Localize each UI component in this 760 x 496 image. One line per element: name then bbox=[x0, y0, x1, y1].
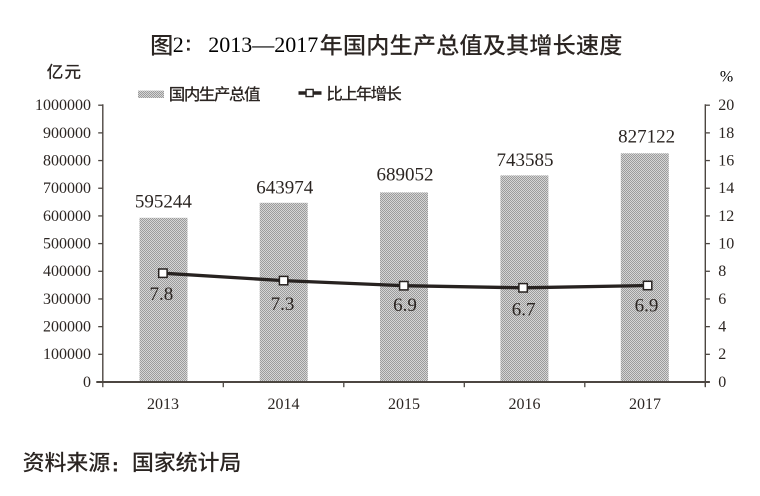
svg-text:18: 18 bbox=[718, 125, 734, 142]
svg-text:20: 20 bbox=[718, 97, 734, 114]
svg-text:7.8: 7.8 bbox=[150, 284, 174, 305]
svg-text:643974: 643974 bbox=[256, 178, 314, 199]
svg-text:6.9: 6.9 bbox=[635, 296, 659, 317]
svg-text:2013: 2013 bbox=[147, 396, 179, 413]
svg-text:4: 4 bbox=[718, 319, 726, 336]
svg-text:200000: 200000 bbox=[43, 319, 91, 336]
svg-text:14: 14 bbox=[718, 180, 734, 197]
svg-text:%: % bbox=[720, 68, 733, 85]
svg-text:2015: 2015 bbox=[388, 396, 420, 413]
svg-text:689052: 689052 bbox=[377, 164, 434, 185]
svg-text:7.3: 7.3 bbox=[271, 294, 295, 315]
svg-text:6.9: 6.9 bbox=[393, 295, 417, 316]
svg-text:2014: 2014 bbox=[268, 396, 300, 413]
svg-text:0: 0 bbox=[83, 374, 91, 391]
svg-text:2: 2 bbox=[173, 32, 184, 57]
svg-text:700000: 700000 bbox=[43, 180, 91, 197]
svg-text:827122: 827122 bbox=[618, 127, 675, 148]
svg-text:6: 6 bbox=[718, 291, 726, 308]
svg-text:595244: 595244 bbox=[135, 192, 193, 213]
svg-text:600000: 600000 bbox=[43, 208, 91, 225]
svg-text:800000: 800000 bbox=[43, 152, 91, 169]
svg-text:12: 12 bbox=[718, 208, 734, 225]
svg-text:8: 8 bbox=[718, 263, 726, 280]
svg-text:743585: 743585 bbox=[497, 150, 554, 171]
svg-text:10: 10 bbox=[718, 236, 734, 253]
svg-text:500000: 500000 bbox=[43, 236, 91, 253]
svg-text:16: 16 bbox=[718, 152, 734, 169]
svg-text:2017: 2017 bbox=[629, 396, 661, 413]
svg-text:400000: 400000 bbox=[43, 263, 91, 280]
svg-text:1000000: 1000000 bbox=[35, 97, 91, 114]
svg-text:100000: 100000 bbox=[43, 346, 91, 363]
svg-text:2013—2017: 2013—2017 bbox=[208, 32, 318, 57]
svg-text:6.7: 6.7 bbox=[512, 299, 536, 320]
svg-text:2016: 2016 bbox=[509, 396, 541, 413]
svg-text:900000: 900000 bbox=[43, 125, 91, 142]
svg-text:2: 2 bbox=[718, 346, 726, 363]
svg-text:0: 0 bbox=[718, 374, 726, 391]
svg-text:300000: 300000 bbox=[43, 291, 91, 308]
